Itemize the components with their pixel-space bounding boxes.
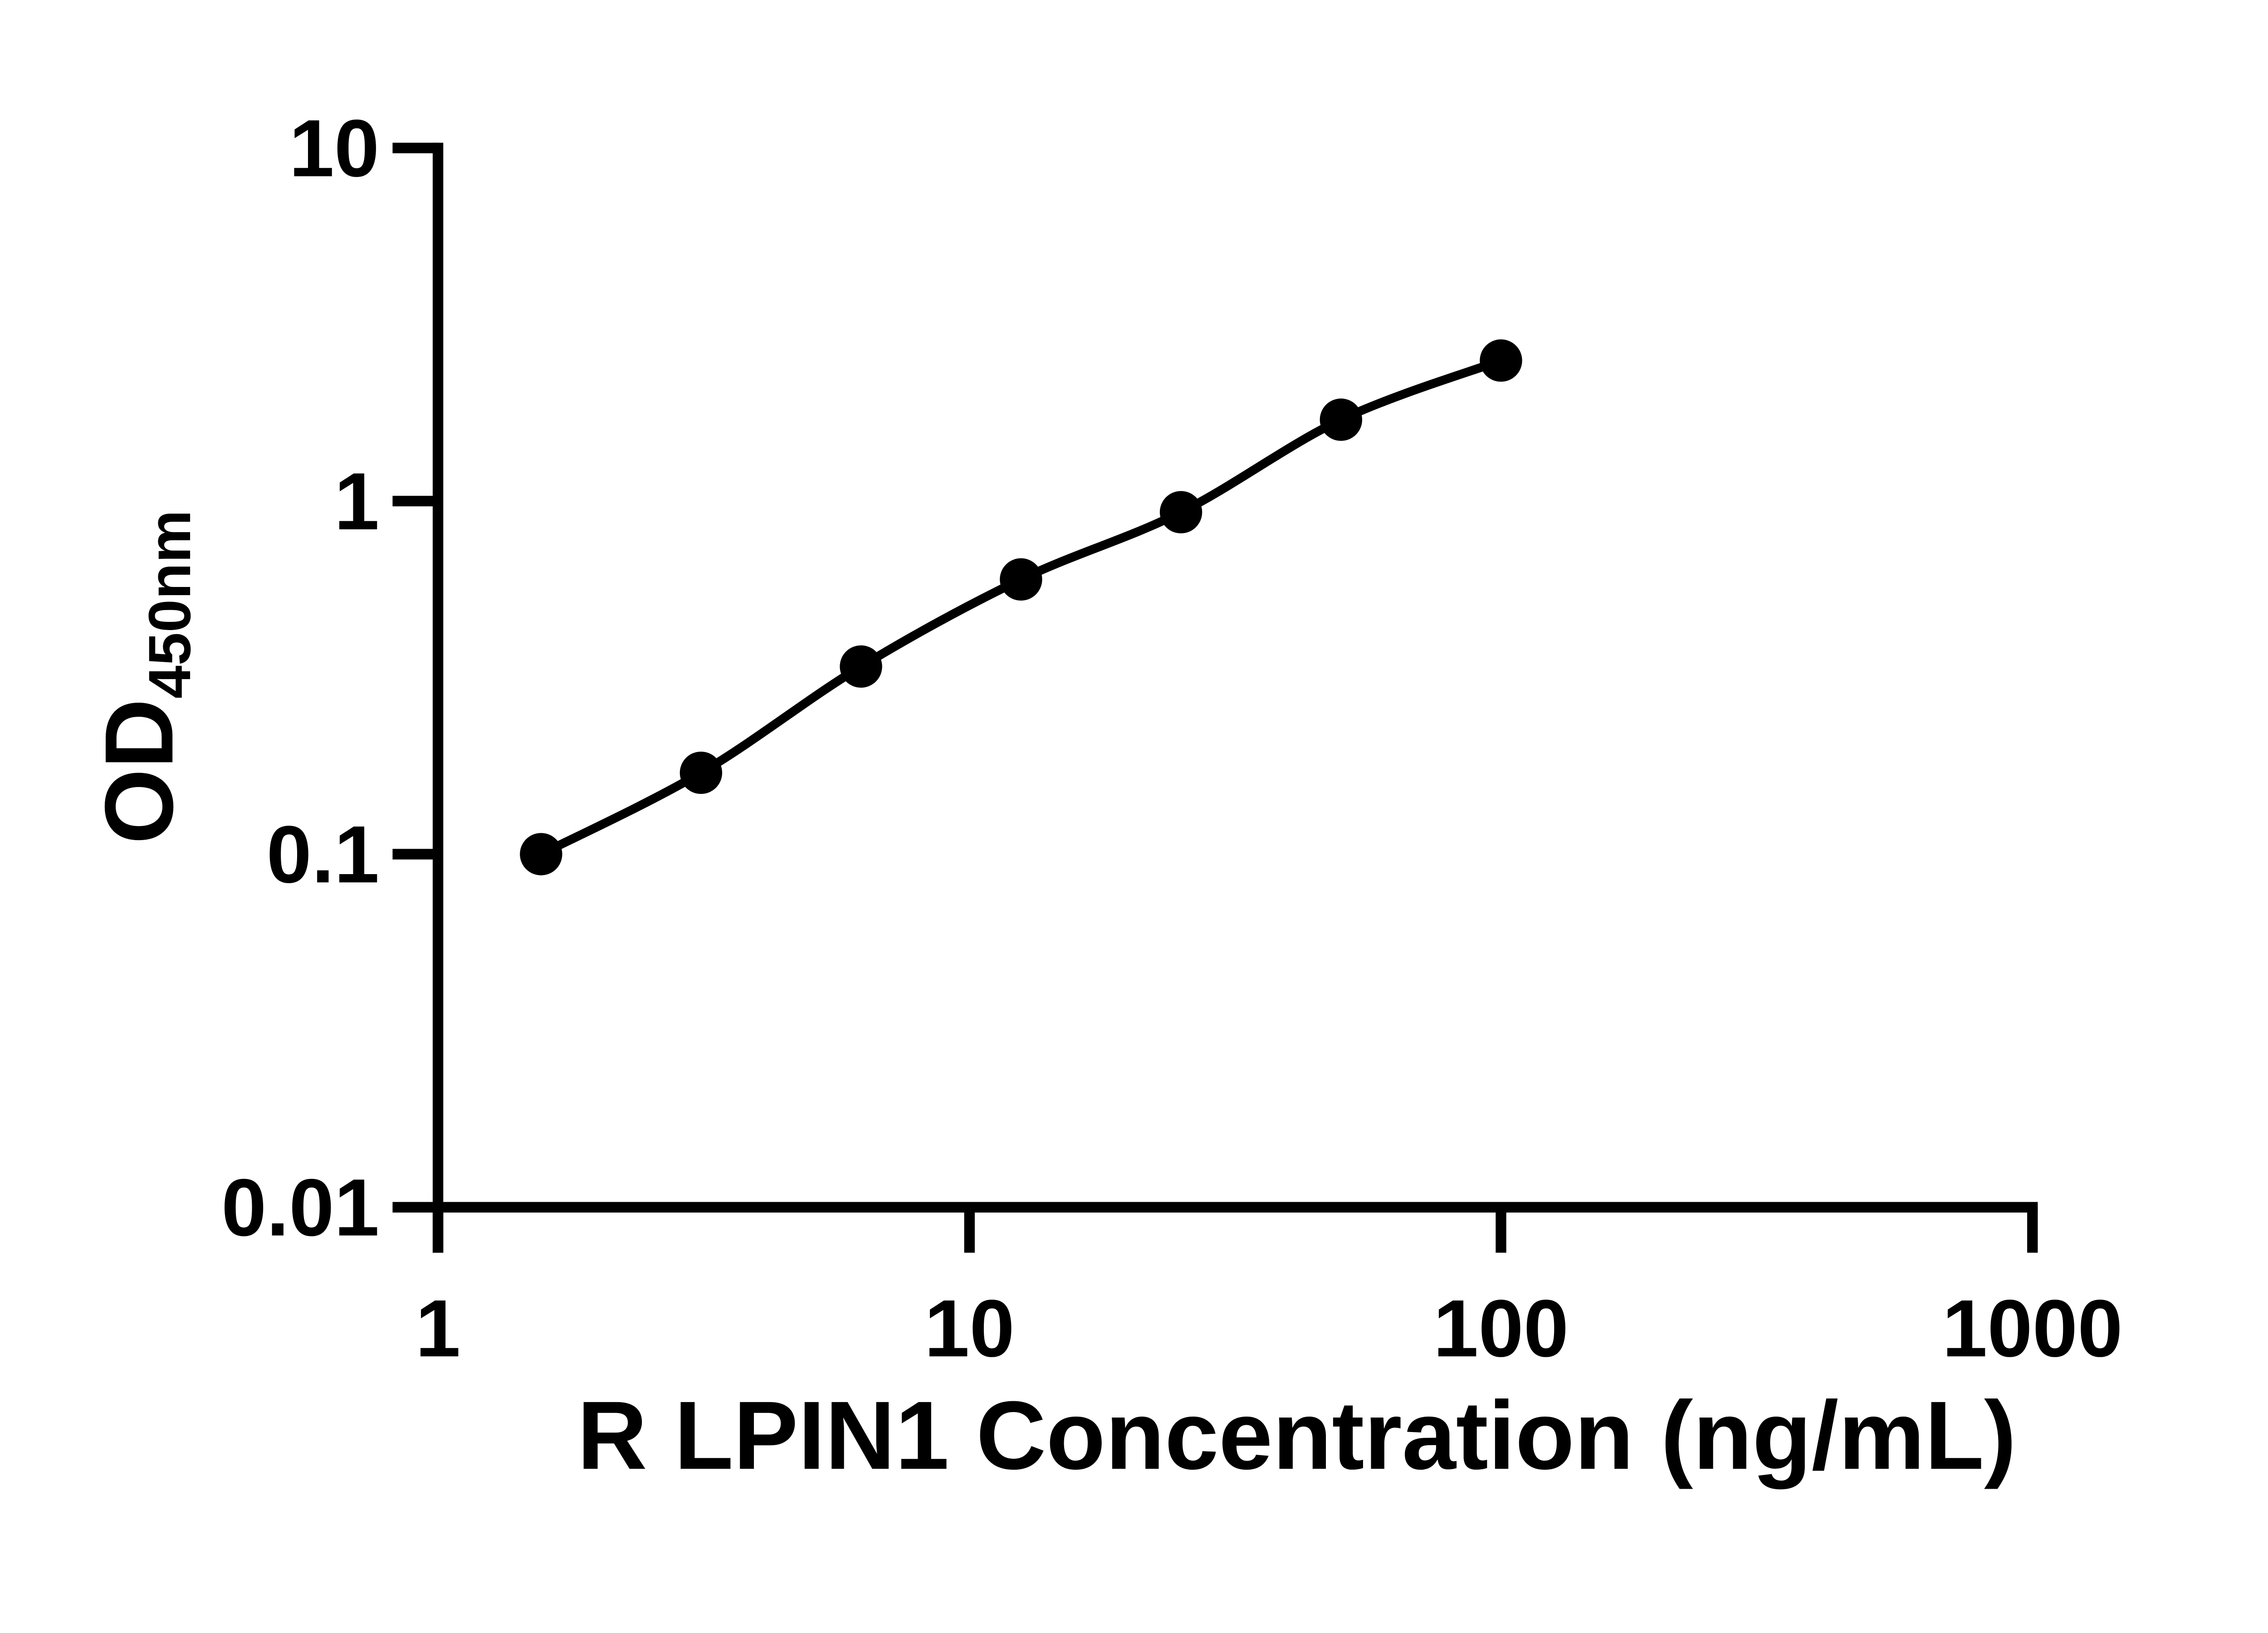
y-tick-label: 0.1 [267, 809, 380, 900]
data-point [1480, 339, 1522, 382]
axis-tick-labels: 10 1 0.1 0.01 1 10 100 1000 [221, 103, 2123, 1374]
x-axis-title: R LPIN1 Concentration (ng/mL) [577, 1381, 2016, 1490]
y-axis-title-main: OD [85, 699, 193, 844]
standard-curve-figure: 10 1 0.1 0.01 1 10 100 1000 R LPIN1 Concentrati… [0, 0, 2268, 1588]
data-point [840, 645, 882, 688]
x-tick-label: 10 [924, 1283, 1015, 1374]
data-point [679, 751, 723, 794]
y-tick-label: 10 [289, 103, 379, 193]
x-tick-label: 1000 [1942, 1283, 2123, 1374]
x-tick-label: 100 [1433, 1283, 1569, 1374]
y-axis-title: OD450nm [85, 510, 203, 844]
y-axis-title-subscript: 450nm [136, 510, 203, 699]
plot-background [0, 0, 2268, 1588]
x-tick-label: 1 [415, 1283, 461, 1374]
y-tick-label: 0.01 [221, 1162, 379, 1253]
data-point [1159, 491, 1202, 533]
data-point [1320, 398, 1363, 441]
data-point [520, 833, 562, 875]
data-point [1000, 558, 1042, 601]
standard-curve-chart: 10 1 0.1 0.01 1 10 100 1000 R LPIN1 Concentrati… [0, 0, 2268, 1588]
y-tick-label: 1 [334, 456, 379, 547]
data-points-group [520, 339, 1522, 875]
axes [432, 142, 2038, 1253]
axis-ticks [392, 142, 2038, 1253]
